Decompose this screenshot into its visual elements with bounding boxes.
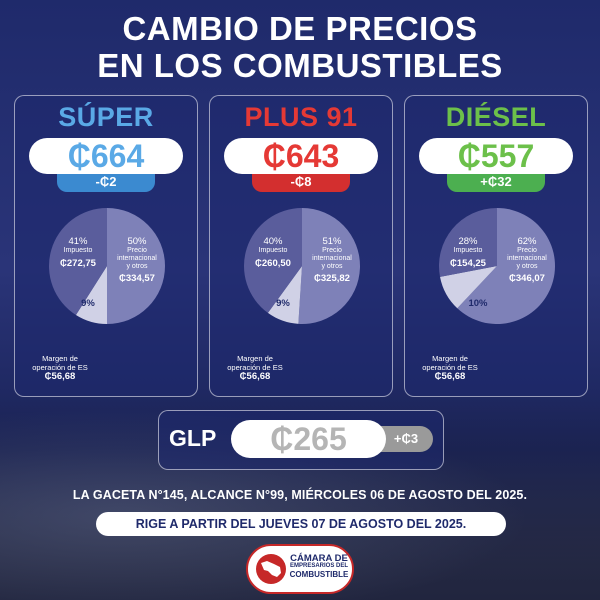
fuel-name: PLUS 91 bbox=[244, 102, 358, 132]
fuel-price: ₵643 bbox=[224, 138, 378, 174]
glp-price: ₵265 bbox=[231, 420, 386, 458]
margin-label: Margen de operación de ES ₵56,68 bbox=[220, 354, 290, 381]
margin-pct: 9% bbox=[81, 298, 95, 309]
margin-value: ₵56,68 bbox=[239, 371, 271, 382]
pie-slice-impuesto bbox=[49, 208, 107, 315]
fuel-name: SÚPER bbox=[58, 102, 154, 132]
page-title: CAMBIO DE PRECIOS EN LOS COMBUSTIBLES bbox=[0, 10, 600, 84]
impuesto-value: ₵260,50 bbox=[255, 258, 291, 269]
margin-text-2: operación de ES bbox=[32, 363, 88, 372]
fuel-name: DIÉSEL bbox=[445, 102, 547, 132]
precio-text-3: y otros bbox=[126, 263, 148, 270]
margin-value: ₵56,68 bbox=[434, 371, 466, 382]
precio-label: 62% Precio internacional y otros ₵346,07 bbox=[499, 236, 555, 284]
pie-slice-precio bbox=[107, 208, 165, 324]
margin-label: Margen de operación de ES ₵56,68 bbox=[25, 354, 95, 381]
fuel-price-change: -₵8 bbox=[252, 172, 350, 192]
pie-slice-margin bbox=[267, 266, 302, 324]
pie-slice-impuesto bbox=[244, 208, 302, 313]
glp-name: GLP bbox=[169, 425, 217, 451]
margin-pct: 9% bbox=[276, 298, 290, 309]
fuel-price: ₵664 bbox=[29, 138, 183, 174]
logo-line-2: EMPRESARIOS DEL bbox=[289, 563, 348, 569]
precio-pct: 50% bbox=[127, 236, 147, 247]
impuesto-value: ₵154,25 bbox=[450, 258, 486, 269]
margin-text-1: Margen de bbox=[237, 354, 273, 363]
camara-logo: CÁMARA DE EMPRESARIOS DEL COMBUSTIBLE bbox=[246, 544, 354, 594]
impuesto-label: 28% Impuesto ₵154,25 bbox=[443, 236, 493, 269]
precio-text-2: internacional bbox=[312, 255, 352, 262]
fuel-price-change: +₵32 bbox=[447, 172, 545, 192]
fuel-card: PLUS 91 ₵643 -₵8 40% Impuesto ₵260,50 51… bbox=[209, 95, 393, 397]
margin-text-1: Margen de bbox=[42, 354, 78, 363]
precio-text-3: y otros bbox=[516, 263, 538, 270]
precio-text-1: Precio bbox=[322, 247, 342, 254]
precio-text-2: internacional bbox=[117, 255, 157, 262]
precio-pct: 51% bbox=[322, 236, 342, 247]
margin-label: Margen de operación de ES ₵56,68 bbox=[415, 354, 485, 381]
fuel-price: ₵557 bbox=[419, 138, 573, 174]
impuesto-text: Impuesto bbox=[258, 247, 288, 254]
impuesto-value: ₵272,75 bbox=[60, 258, 96, 269]
precio-value: ₵325,82 bbox=[314, 273, 350, 284]
title-line-1: CAMBIO DE PRECIOS bbox=[122, 10, 478, 47]
fuel-card: SÚPER ₵664 -₵2 41% Impuesto ₵272,75 50% … bbox=[14, 95, 198, 397]
precio-text-3: y otros bbox=[321, 263, 343, 270]
impuesto-label: 41% Impuesto ₵272,75 bbox=[53, 236, 103, 269]
pie-slice-impuesto bbox=[439, 208, 497, 277]
margin-text-2: operación de ES bbox=[422, 363, 478, 372]
price-breakdown-pie: 28% Impuesto ₵154,25 62% Precio internac… bbox=[437, 206, 557, 326]
margin-text-1: Margen de bbox=[432, 354, 468, 363]
pie-slice-precio bbox=[457, 208, 555, 324]
impuesto-pct: 41% bbox=[68, 236, 88, 247]
costa-rica-map-icon bbox=[256, 554, 286, 584]
pie-svg bbox=[439, 208, 555, 324]
precio-value: ₵346,07 bbox=[509, 273, 545, 284]
effective-date-banner: RIGE A PARTIR DEL JUEVES 07 DE AGOSTO DE… bbox=[96, 512, 506, 536]
impuesto-text: Impuesto bbox=[63, 247, 93, 254]
pie-slice-margin bbox=[440, 266, 497, 309]
impuesto-text: Impuesto bbox=[453, 247, 483, 254]
pie-svg bbox=[49, 208, 165, 324]
title-line-2: EN LOS COMBUSTIBLES bbox=[97, 47, 503, 84]
gaceta-reference: LA GACETA N°145, ALCANCE N°99, MIÉRCOLES… bbox=[72, 488, 528, 502]
precio-label: 51% Precio internacional y otros ₵325,82 bbox=[304, 236, 360, 284]
pie-slice-precio bbox=[298, 208, 360, 324]
fuel-price-change: -₵2 bbox=[57, 172, 155, 192]
margin-value: ₵56,68 bbox=[44, 371, 76, 382]
margin-pct: 10% bbox=[468, 298, 488, 309]
logo-line-1: CÁMARA DE bbox=[290, 553, 348, 564]
fuel-card: DIÉSEL ₵557 +₵32 28% Impuesto ₵154,25 62… bbox=[404, 95, 588, 397]
precio-value: ₵334,57 bbox=[119, 273, 155, 284]
precio-text-1: Precio bbox=[127, 247, 147, 254]
precio-text-1: Precio bbox=[517, 247, 537, 254]
price-breakdown-pie: 40% Impuesto ₵260,50 51% Precio internac… bbox=[242, 206, 362, 326]
pie-slice-margin bbox=[75, 266, 107, 324]
impuesto-pct: 40% bbox=[263, 236, 283, 247]
impuesto-label: 40% Impuesto ₵260,50 bbox=[248, 236, 298, 269]
logo-text: CÁMARA DE EMPRESARIOS DEL COMBUSTIBLE bbox=[286, 554, 352, 579]
pie-svg bbox=[244, 208, 360, 324]
margin-text-2: operación de ES bbox=[227, 363, 283, 372]
impuesto-pct: 28% bbox=[458, 236, 478, 247]
glp-card: GLP ₵265 +₵3 bbox=[158, 410, 444, 470]
precio-text-2: internacional bbox=[507, 255, 547, 262]
price-breakdown-pie: 41% Impuesto ₵272,75 50% Precio internac… bbox=[47, 206, 167, 326]
precio-label: 50% Precio internacional y otros ₵334,57 bbox=[109, 236, 165, 284]
precio-pct: 62% bbox=[517, 236, 537, 247]
logo-line-3: COMBUSTIBLE bbox=[289, 570, 349, 579]
